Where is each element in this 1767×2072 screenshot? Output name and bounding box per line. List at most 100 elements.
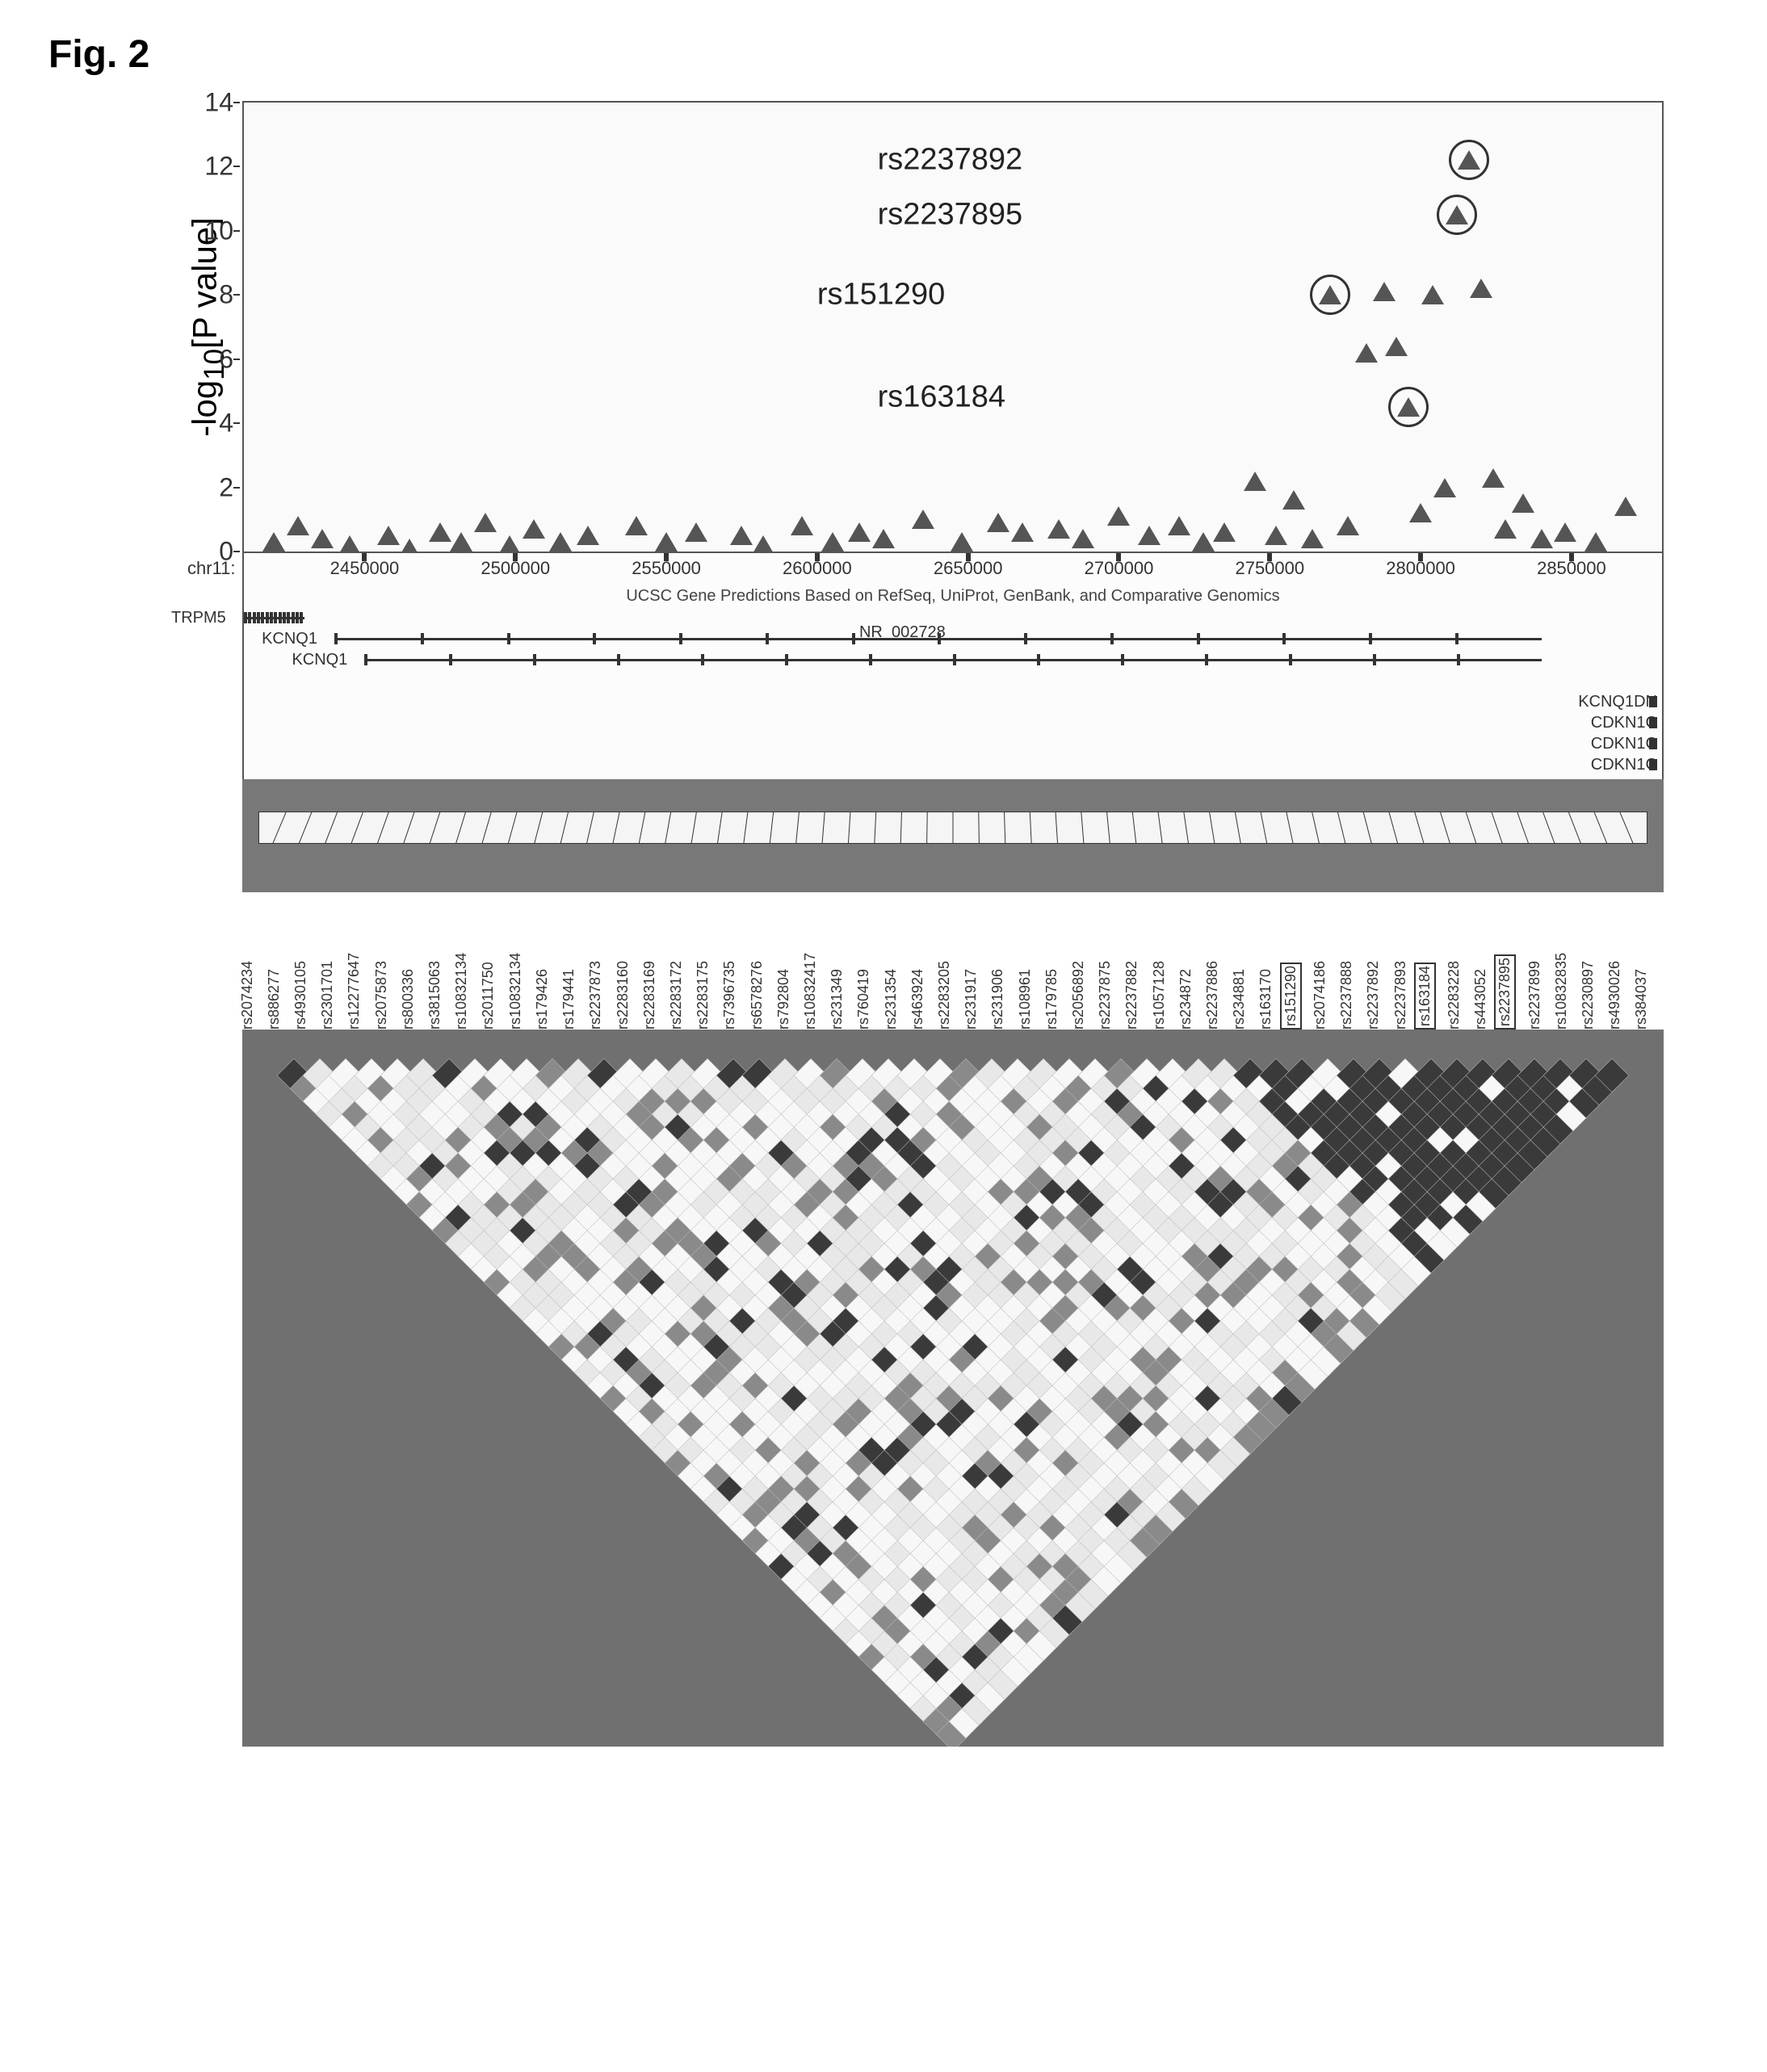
snp-id-label: rs10832134 — [453, 953, 470, 1030]
ld-heatmap — [242, 1030, 1664, 1747]
scatter-marker — [498, 535, 521, 555]
scatter-marker — [1385, 337, 1408, 356]
scatter-marker — [872, 529, 895, 548]
annotation-label: rs2237892 — [878, 143, 1023, 178]
snp-id-label: rs231354 — [883, 969, 900, 1030]
y-axis: 02468101214 — [175, 103, 240, 552]
snp-id-label: rs151290 — [1280, 963, 1302, 1030]
gene-label: TRPM5 — [171, 609, 226, 627]
scatter-marker — [730, 526, 753, 545]
annotation-circle — [1388, 387, 1429, 427]
y-tick-label: 2 — [219, 472, 233, 502]
snp-id-label: rs2011750 — [480, 962, 497, 1030]
scatter-marker — [1614, 497, 1637, 516]
snp-id-label: rs163170 — [1257, 969, 1274, 1030]
scatter-marker — [1301, 529, 1324, 548]
gene-label: KCNQ1 — [262, 630, 317, 648]
scatter-marker — [752, 535, 774, 555]
snp-id-label: rs2237873 — [587, 961, 604, 1030]
scatter-marker — [450, 532, 472, 552]
snp-id-label: rs2237892 — [1365, 961, 1382, 1030]
gene-track-row: TRPM5 — [244, 609, 1662, 627]
snp-id-label: rs886277 — [266, 969, 283, 1030]
snp-id-label: rs2283175 — [695, 961, 711, 1030]
snp-id-label: rs2283172 — [668, 961, 685, 1030]
x-tick-label: 2700000 — [1085, 558, 1154, 579]
snp-id-label: rs2283228 — [1446, 961, 1463, 1030]
snp-id-label: rs463924 — [909, 969, 926, 1030]
figure-label: Fig. 2 — [48, 32, 1735, 77]
snp-id-label: rs2237886 — [1204, 961, 1221, 1030]
snp-id-label: rs10832417 — [802, 953, 819, 1030]
gene-track-row: KCNQ1 — [244, 651, 1662, 669]
snp-id-label: rs4930026 — [1606, 961, 1623, 1030]
snp-id-label: rs2283169 — [641, 961, 658, 1030]
scatter-marker — [987, 513, 1009, 532]
snp-id-label: rs231349 — [829, 969, 846, 1030]
gene-label: CDKN1C — [1591, 735, 1657, 753]
snp-id-label: rs2237888 — [1338, 961, 1355, 1030]
snp-id-label: rs800336 — [400, 969, 417, 1030]
gene-track-row: CDKN1C — [244, 714, 1662, 732]
scatter-marker — [821, 532, 844, 552]
scatter-marker — [549, 532, 572, 552]
scatter-marker — [1554, 522, 1576, 542]
snp-id-label: rs2237895 — [1494, 954, 1516, 1030]
snp-id-label: rs108961 — [1017, 969, 1034, 1030]
gene-track-row: KCNQ1 — [244, 630, 1662, 648]
snp-id-label: rs2283160 — [615, 961, 632, 1030]
scatter-marker — [1265, 526, 1287, 545]
scatter-marker — [1047, 519, 1070, 539]
scatter-marker — [1213, 522, 1236, 542]
snp-id-label: rs179785 — [1043, 969, 1060, 1030]
annotation-label: rs163184 — [878, 380, 1005, 415]
snp-id-label: rs2237882 — [1123, 961, 1140, 1030]
x-tick-label: 2800000 — [1386, 558, 1455, 579]
snp-id-label: rs179441 — [560, 969, 577, 1030]
scatter-marker — [1138, 526, 1161, 545]
snp-id-label: rs6578276 — [749, 961, 766, 1030]
scatter-marker — [287, 516, 309, 535]
snp-id-label: rs443052 — [1472, 969, 1489, 1030]
scatter-marker — [1530, 529, 1553, 548]
scatter-marker — [1470, 279, 1492, 298]
gene-track-row: CDKN1C — [244, 735, 1662, 753]
y-tick-label: 6 — [219, 344, 233, 374]
x-tick-label: 2500000 — [481, 558, 550, 579]
x-tick-label: 2600000 — [783, 558, 852, 579]
scatter-marker — [1282, 490, 1305, 510]
scatter-marker — [1584, 532, 1607, 552]
snp-id-label: rs792804 — [775, 969, 792, 1030]
gene-label: KCNQ1 — [292, 651, 347, 669]
y-tick-label: 12 — [204, 152, 233, 182]
snp-id-label: rs10832835 — [1553, 953, 1570, 1030]
scatter-marker — [1494, 519, 1517, 539]
ld-svg — [268, 1030, 1638, 1747]
figure-container: -log10[P value] 02468101214 rs2237892rs2… — [129, 101, 1664, 1747]
scatter-marker — [1072, 529, 1094, 548]
scatter-marker — [474, 513, 497, 532]
snp-id-label: rs2074186 — [1312, 961, 1328, 1030]
scatter-marker — [377, 526, 400, 545]
snp-id-label: rs2237893 — [1392, 961, 1409, 1030]
snp-id-label: rs3815063 — [426, 961, 443, 1030]
connector-lines — [259, 812, 1647, 843]
annotation-label: rs151290 — [817, 278, 945, 312]
x-tick-label: 2750000 — [1235, 558, 1304, 579]
snp-id-label: rs2283205 — [936, 961, 953, 1030]
snp-id-label: rs234872 — [1177, 969, 1194, 1030]
snp-id-label: rs2237875 — [1097, 961, 1114, 1030]
scatter-marker — [791, 516, 813, 535]
snp-id-label: rs2056892 — [1070, 961, 1087, 1030]
scatter-marker — [311, 529, 334, 548]
scatter-marker — [1244, 472, 1266, 491]
snp-id-label: rs234881 — [1231, 969, 1248, 1030]
y-tick-label: 10 — [204, 216, 233, 245]
x-tick-label: 2550000 — [632, 558, 701, 579]
snp-id-label: rs2237899 — [1526, 961, 1543, 1030]
scatter-marker — [951, 532, 973, 552]
scatter-marker — [1107, 506, 1130, 526]
scatter-marker — [1192, 532, 1215, 552]
y-tick-label: 14 — [204, 88, 233, 118]
annotation-circle — [1310, 275, 1350, 315]
